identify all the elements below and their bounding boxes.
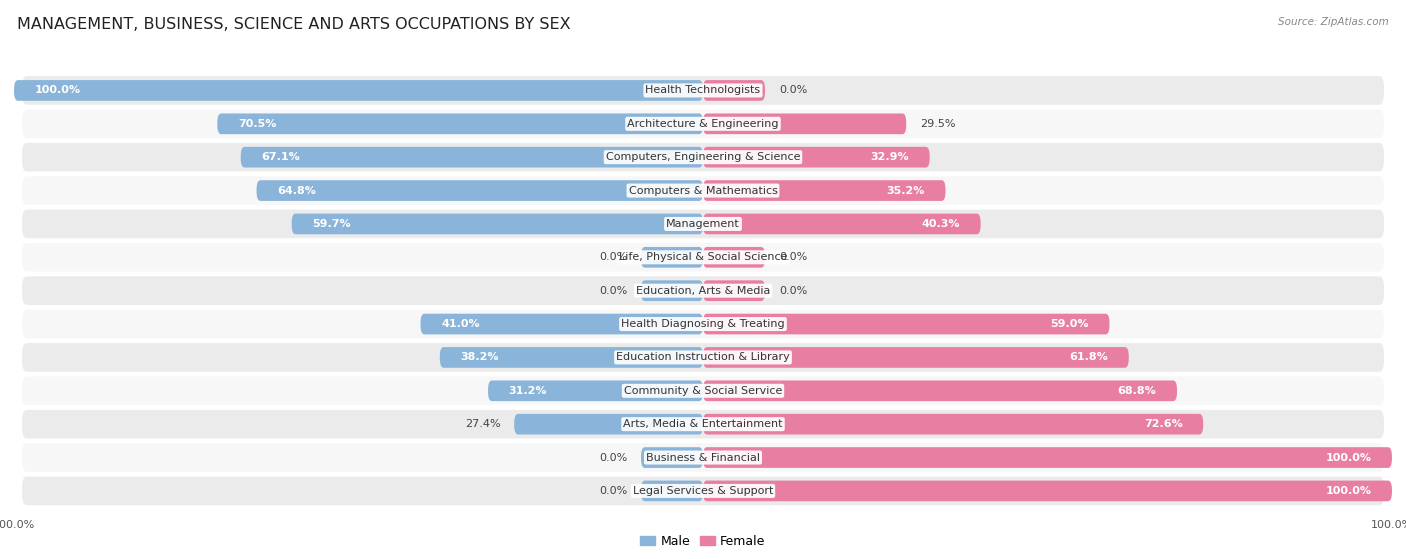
Text: 100.0%: 100.0% [1326,453,1371,462]
FancyBboxPatch shape [703,80,765,101]
FancyBboxPatch shape [21,108,1385,139]
Text: 41.0%: 41.0% [441,319,479,329]
Text: Computers, Engineering & Science: Computers, Engineering & Science [606,152,800,162]
FancyBboxPatch shape [14,80,703,101]
FancyBboxPatch shape [21,242,1385,273]
Text: 59.0%: 59.0% [1050,319,1088,329]
Text: 68.8%: 68.8% [1118,386,1156,396]
Text: Education, Arts & Media: Education, Arts & Media [636,286,770,296]
Text: 32.9%: 32.9% [870,152,910,162]
Text: Health Technologists: Health Technologists [645,86,761,96]
FancyBboxPatch shape [420,314,703,334]
FancyBboxPatch shape [703,481,1392,501]
FancyBboxPatch shape [703,347,1129,368]
FancyBboxPatch shape [256,180,703,201]
FancyBboxPatch shape [240,147,703,168]
FancyBboxPatch shape [641,247,703,268]
FancyBboxPatch shape [703,180,945,201]
Text: 0.0%: 0.0% [779,86,807,96]
Text: Management: Management [666,219,740,229]
FancyBboxPatch shape [703,113,907,134]
Text: Source: ZipAtlas.com: Source: ZipAtlas.com [1278,17,1389,27]
Text: Architecture & Engineering: Architecture & Engineering [627,119,779,129]
FancyBboxPatch shape [703,280,765,301]
Text: 100.0%: 100.0% [35,86,80,96]
FancyBboxPatch shape [21,142,1385,173]
FancyBboxPatch shape [703,147,929,168]
FancyBboxPatch shape [703,447,1392,468]
FancyBboxPatch shape [641,447,703,468]
FancyBboxPatch shape [641,481,703,501]
FancyBboxPatch shape [703,314,1109,334]
Text: Legal Services & Support: Legal Services & Support [633,486,773,496]
Text: 0.0%: 0.0% [599,286,627,296]
Text: 0.0%: 0.0% [599,486,627,496]
Text: Computers & Mathematics: Computers & Mathematics [628,186,778,196]
FancyBboxPatch shape [641,280,703,301]
FancyBboxPatch shape [21,442,1385,473]
Text: 40.3%: 40.3% [921,219,960,229]
FancyBboxPatch shape [21,175,1385,206]
FancyBboxPatch shape [21,342,1385,373]
Text: 0.0%: 0.0% [599,252,627,262]
Legend: Male, Female: Male, Female [636,530,770,553]
FancyBboxPatch shape [488,381,703,401]
FancyBboxPatch shape [21,276,1385,306]
Text: 64.8%: 64.8% [277,186,316,196]
FancyBboxPatch shape [21,376,1385,406]
FancyBboxPatch shape [291,214,703,234]
FancyBboxPatch shape [21,309,1385,339]
Text: 0.0%: 0.0% [779,252,807,262]
Text: Business & Financial: Business & Financial [645,453,761,462]
Text: 0.0%: 0.0% [599,453,627,462]
FancyBboxPatch shape [21,409,1385,439]
FancyBboxPatch shape [21,75,1385,106]
Text: 29.5%: 29.5% [920,119,956,129]
FancyBboxPatch shape [703,414,1204,434]
Text: Life, Physical & Social Science: Life, Physical & Social Science [619,252,787,262]
Text: 0.0%: 0.0% [779,286,807,296]
FancyBboxPatch shape [703,247,765,268]
Text: 38.2%: 38.2% [461,352,499,362]
Text: 70.5%: 70.5% [238,119,277,129]
Text: 35.2%: 35.2% [886,186,925,196]
Text: 59.7%: 59.7% [312,219,352,229]
FancyBboxPatch shape [703,214,980,234]
Text: Health Diagnosing & Treating: Health Diagnosing & Treating [621,319,785,329]
FancyBboxPatch shape [218,113,703,134]
Text: Education Instruction & Library: Education Instruction & Library [616,352,790,362]
Text: 100.0%: 100.0% [1326,486,1371,496]
Text: Arts, Media & Entertainment: Arts, Media & Entertainment [623,419,783,429]
Text: 61.8%: 61.8% [1070,352,1108,362]
Text: Community & Social Service: Community & Social Service [624,386,782,396]
FancyBboxPatch shape [440,347,703,368]
Text: MANAGEMENT, BUSINESS, SCIENCE AND ARTS OCCUPATIONS BY SEX: MANAGEMENT, BUSINESS, SCIENCE AND ARTS O… [17,17,571,32]
FancyBboxPatch shape [703,381,1177,401]
Text: 72.6%: 72.6% [1143,419,1182,429]
Text: 31.2%: 31.2% [509,386,547,396]
Text: 27.4%: 27.4% [465,419,501,429]
FancyBboxPatch shape [21,209,1385,239]
Text: 67.1%: 67.1% [262,152,299,162]
FancyBboxPatch shape [21,476,1385,506]
FancyBboxPatch shape [515,414,703,434]
